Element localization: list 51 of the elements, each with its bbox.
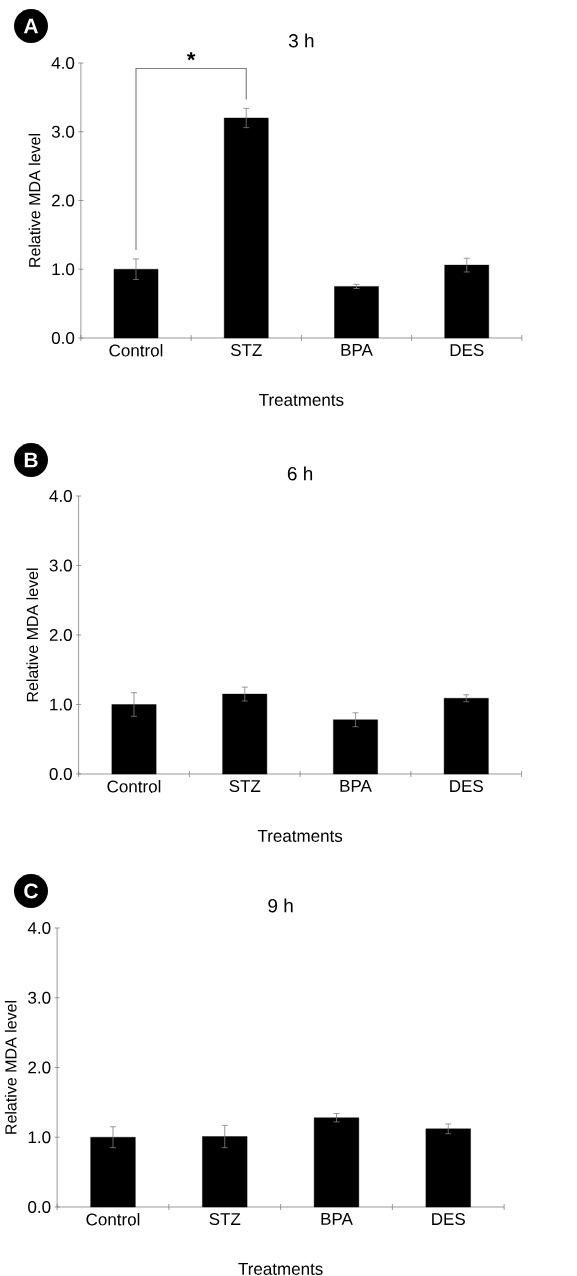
bar (90, 1137, 136, 1208)
text: A (23, 18, 39, 34)
y-tick-label: 4.0 (49, 489, 72, 503)
chart-title: 6 h (287, 466, 313, 481)
y-tick-label: 3.0 (51, 125, 75, 138)
x-tick-label: Control (107, 780, 161, 793)
chart-title: 9 h (268, 898, 293, 913)
y-tick-label: 0.0 (49, 767, 72, 781)
y-tick-label: 3.0 (28, 991, 51, 1004)
bar (334, 286, 379, 339)
x-tick-label: BPA (321, 1213, 353, 1225)
bar (425, 1128, 471, 1208)
bar (113, 269, 159, 339)
bar (333, 719, 378, 775)
text: C (24, 883, 38, 899)
y-tick-label: 2.0 (28, 1061, 51, 1074)
y-tick-label: 2.0 (52, 194, 75, 207)
y-tick-label: 4.0 (27, 921, 51, 935)
bar (444, 264, 489, 339)
x-tick-label: STZ (229, 780, 261, 793)
text: * (186, 52, 196, 61)
text: B (24, 452, 38, 468)
x-tick-label: STZ (230, 344, 262, 357)
x-tick-label: DES (432, 1213, 465, 1226)
bar (443, 698, 489, 775)
bar (222, 693, 268, 775)
x-tick-label: Control (86, 1213, 140, 1226)
x-tick-label: BPA (340, 780, 372, 792)
y-tick-label: 2.0 (49, 628, 72, 642)
x-axis-title: Treatments (257, 830, 343, 842)
y-tick-label: 1.0 (50, 698, 72, 711)
bar (202, 1136, 248, 1208)
y-tick-label: 0.0 (28, 1200, 51, 1214)
chart-title: 3 h (288, 33, 314, 48)
y-tick-label: 4.0 (51, 56, 75, 70)
y-axis-title: Relative MDA level (26, 568, 39, 702)
y-axis-title: Relative MDA level (4, 1001, 17, 1134)
x-tick-label: STZ (209, 1213, 241, 1226)
y-axis-title: Relative MDA level (28, 134, 41, 267)
x-tick-label: DES (450, 780, 483, 793)
y-tick-label: 1.0 (28, 1131, 51, 1144)
x-tick-label: BPA (341, 344, 373, 356)
x-tick-label: Control (109, 344, 163, 357)
x-axis-title: Treatments (259, 394, 344, 406)
bar (111, 704, 157, 775)
bar (313, 1117, 360, 1208)
y-tick-label: 0.0 (51, 331, 75, 345)
x-tick-label: DES (450, 344, 484, 357)
y-tick-label: 3.0 (49, 559, 72, 572)
y-tick-label: 1.0 (52, 263, 75, 276)
x-axis-title: Treatments (238, 1263, 323, 1275)
